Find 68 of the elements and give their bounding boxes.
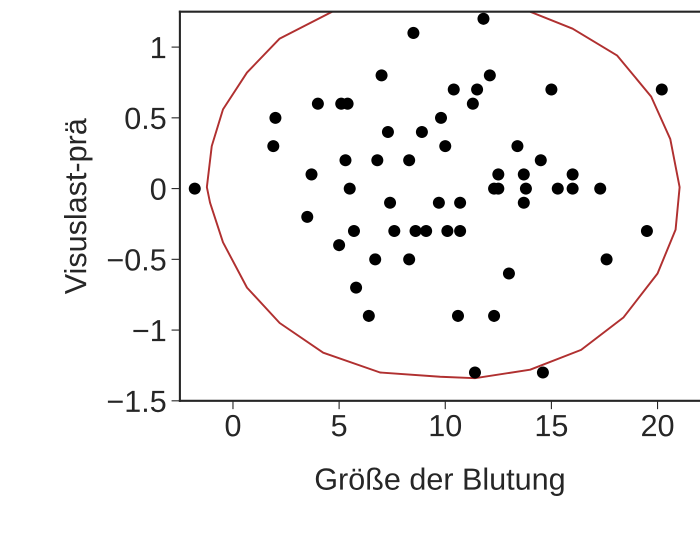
x-tick-label: 5 (332, 415, 346, 436)
point (518, 168, 530, 180)
point (484, 69, 496, 82)
point (468, 366, 481, 379)
point (362, 310, 375, 322)
point (439, 140, 452, 152)
point (434, 112, 448, 124)
point (410, 225, 422, 238)
point (369, 253, 382, 266)
point (492, 168, 504, 180)
point (452, 310, 464, 322)
point (384, 196, 396, 209)
point (403, 253, 416, 266)
y-tick-label: −1.5 (108, 390, 166, 412)
point (545, 84, 558, 96)
x-tick-label: 20 (642, 414, 674, 436)
point (566, 168, 579, 180)
point (466, 98, 479, 110)
point (477, 12, 490, 25)
point (348, 225, 360, 238)
point (301, 210, 314, 223)
y-tick-label: 1 (152, 37, 166, 58)
point (416, 126, 428, 138)
point (566, 182, 579, 195)
x-tick-label: 10 (430, 414, 462, 436)
point (471, 84, 484, 96)
point (594, 182, 606, 195)
y-tick-label: −1 (133, 320, 166, 342)
point (344, 182, 356, 195)
point (267, 140, 280, 152)
point (350, 282, 362, 294)
point (536, 366, 549, 379)
point (403, 154, 416, 166)
point (432, 196, 445, 209)
point (188, 182, 201, 195)
y-tick-label: 0.5 (125, 108, 166, 130)
point (502, 267, 515, 280)
point (640, 225, 653, 238)
x-tick-label: 15 (536, 415, 568, 436)
point (534, 154, 547, 166)
point (371, 154, 384, 166)
point (656, 84, 668, 96)
point (600, 253, 613, 266)
point (312, 98, 324, 110)
point (306, 168, 318, 180)
line-series (206, 12, 681, 380)
point (339, 154, 352, 166)
point (333, 239, 346, 252)
point (511, 140, 524, 152)
point (407, 26, 420, 39)
point (388, 225, 400, 238)
point (520, 182, 532, 195)
x-tick-label: 0 (226, 414, 240, 436)
point (382, 126, 394, 138)
point (454, 196, 466, 209)
point (518, 196, 530, 209)
point (488, 310, 500, 322)
point (454, 225, 466, 238)
y-tick-label: 0 (150, 178, 166, 200)
point (552, 182, 564, 195)
y-tick-label: −0.5 (108, 249, 166, 271)
point (420, 225, 432, 238)
point (448, 84, 460, 96)
point (269, 112, 282, 124)
point (376, 69, 388, 82)
y-axis-title: Visuslast-prä (64, 118, 92, 294)
x-axis-title: Größe der Blutung (316, 467, 564, 496)
point (441, 225, 454, 238)
